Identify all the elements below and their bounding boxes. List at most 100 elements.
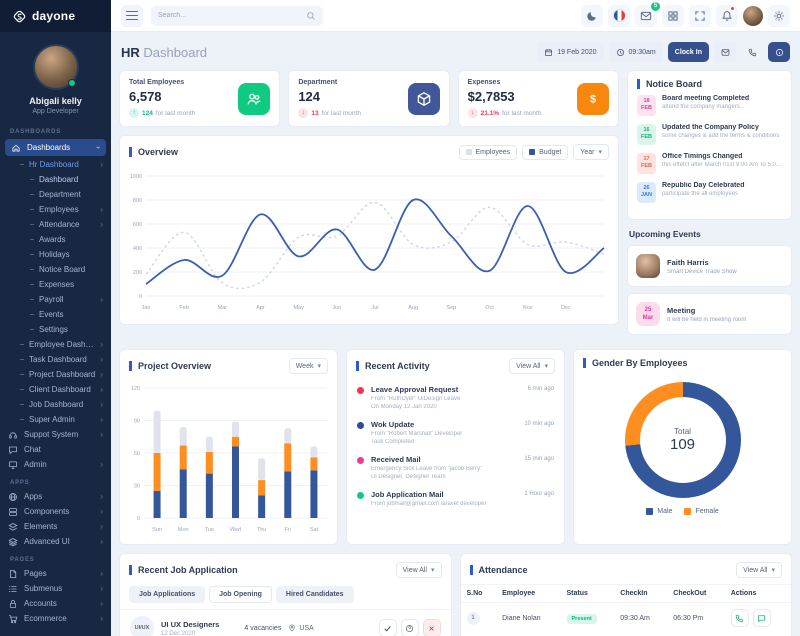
search-icon[interactable]	[306, 11, 316, 21]
gender-title: Gender By Employees	[583, 358, 688, 368]
sidebar-item-pages[interactable]: Pages ›	[0, 566, 111, 581]
brand-logo[interactable]: dayone	[0, 0, 111, 32]
activity-item[interactable]: Received Mail Emergency Sick Leave from …	[347, 450, 564, 485]
time-chip[interactable]: 09:30am	[608, 42, 663, 62]
reject-button[interactable]	[422, 619, 441, 636]
messages-button[interactable]: 5	[635, 1, 660, 27]
question-icon	[406, 624, 413, 632]
sidebar-item-events[interactable]: Events	[0, 307, 111, 322]
language-button[interactable]	[608, 4, 630, 27]
activity-item[interactable]: Wok Update From "Robert Marshall" Develo…	[347, 415, 564, 450]
chevron-right-icon: ›	[100, 370, 103, 379]
sidebar-item-chat[interactable]: Chat	[0, 442, 111, 457]
arrow-down-icon: ↓	[467, 108, 478, 118]
mail-action-button[interactable]	[714, 42, 736, 62]
activity-dot-icon	[357, 387, 364, 394]
activity-view-all-dropdown[interactable]: View All ▾	[509, 358, 555, 374]
event-card-meeting[interactable]: 25 Mar Meeting It will be held in meeting…	[627, 293, 792, 335]
call-button[interactable]	[730, 609, 749, 627]
sidebar-item-task-dashboard[interactable]: Task Dashboard ›	[0, 352, 111, 367]
event-card-faith-harris[interactable]: Faith Harris Smart Device Trade Show	[627, 245, 792, 287]
sidebar-item-dashboards[interactable]: Dashboards ›	[5, 139, 106, 156]
sidebar-item-employees[interactable]: Employees ›	[0, 202, 111, 217]
sidebar-item-client-dashboard[interactable]: Client Dashboard ›	[0, 382, 111, 397]
event-avatar	[636, 254, 660, 278]
sidebar-item-project-dashboard[interactable]: Project Dashboard ›	[0, 367, 111, 382]
svg-text:Tue: Tue	[205, 527, 214, 533]
activity-detail: From "Robert Marshall" Developer	[371, 431, 463, 437]
notice-item[interactable]: 26 JAN Republic Day Celebrated participat…	[628, 178, 791, 207]
tab-hired-candidates[interactable]: Hired Candidates	[275, 586, 354, 603]
chevron-down-icon: ▾	[544, 363, 548, 370]
activity-detail: Ui Designer, Designer Team	[371, 474, 446, 480]
settings-button[interactable]	[768, 4, 790, 27]
tab-job-opening[interactable]: Job Opening	[209, 586, 272, 603]
sidebar-item-payroll[interactable]: Payroll ›	[0, 292, 111, 307]
info-button[interactable]	[768, 42, 790, 62]
gender-legend-male[interactable]: Male	[646, 508, 672, 515]
sidebar-item-super-admin[interactable]: Super Admin ›	[0, 412, 111, 427]
dark-mode-button[interactable]	[581, 4, 603, 27]
activity-item[interactable]: Leave Approval Request From "RuthDyer" U…	[347, 380, 564, 415]
pending-button[interactable]	[400, 619, 419, 636]
message-button[interactable]	[752, 609, 771, 627]
sidebar-item-submenus[interactable]: Submenus ›	[0, 581, 111, 596]
notice-desc: this effetct after March 01st 9:00 Am To…	[662, 162, 782, 168]
arrow-up-icon: ↑	[129, 108, 139, 118]
activity-title: Wok Update	[371, 420, 415, 429]
notice-item[interactable]: 18 FEB Board meeting Completed attend the…	[628, 91, 791, 120]
sidebar-item-awards[interactable]: Awards	[0, 232, 111, 247]
user-avatar[interactable]	[32, 44, 79, 90]
phone-action-button[interactable]	[741, 42, 763, 62]
sidebar-item-expenses[interactable]: Expenses	[0, 277, 111, 292]
attendance-view-all-dropdown[interactable]: View All ▾	[736, 562, 782, 578]
sidebar-item-accounts[interactable]: Accounts ›	[0, 596, 111, 611]
sidebar-item-job-dashboard[interactable]: Job Dashboard ›	[0, 397, 111, 412]
sidebar-item-notice-board[interactable]: Notice Board	[0, 262, 111, 277]
fullscreen-button[interactable]	[689, 4, 711, 27]
tab-job-applications[interactable]: Job Applications	[129, 586, 206, 603]
sidebar-item-components[interactable]: Components ›	[0, 504, 111, 519]
sidebar-item-department[interactable]: Department	[0, 187, 111, 202]
activity-dot-icon	[357, 422, 364, 429]
sidebar-item-hr-dashboard[interactable]: Hr Dashboard ›	[0, 157, 111, 172]
search-input[interactable]	[158, 12, 306, 19]
attendance-row[interactable]: 1 Diane Nolan Present 09:30 Am 06:30 Pm	[461, 603, 792, 634]
sidebar-item-ecommerce[interactable]: Ecommerce ›	[0, 611, 111, 626]
apps-grid-button[interactable]	[662, 4, 684, 27]
sidebar-item-employee-dashboard[interactable]: Employee Dashboard›	[0, 337, 111, 352]
clock-in-button[interactable]: Clock In	[667, 42, 709, 62]
chat-icon	[9, 446, 17, 454]
job-badge: UI/UX	[130, 616, 154, 636]
chevron-right-icon: ›	[100, 492, 103, 501]
sidebar-item-elements[interactable]: Elements ›	[0, 519, 111, 534]
notifications-button[interactable]	[716, 4, 738, 27]
legend-employees[interactable]: Employees	[458, 144, 518, 160]
attendance-col-checkin: CheckIn	[614, 584, 668, 603]
overview-period-dropdown[interactable]: Year ▾	[573, 144, 609, 160]
job-row[interactable]: UI/UX UI UX Designers 12 Dec 2020 4 vaca…	[120, 609, 451, 636]
approve-button[interactable]	[378, 619, 397, 636]
sidebar-item-holidays[interactable]: Holidays	[0, 247, 111, 262]
sidebar-item-admin[interactable]: Admin ›	[0, 457, 111, 472]
activity-item[interactable]: Job Application Mail From jobmail@gmail.…	[347, 485, 564, 512]
job-view-all-dropdown[interactable]: View All ▾	[395, 562, 442, 578]
sidebar-item-dashboard[interactable]: Dashboard	[0, 172, 111, 187]
svg-text:Sat: Sat	[310, 527, 319, 533]
notice-item[interactable]: 17 FEB Office Timings Changed this effetc…	[628, 149, 791, 178]
gender-legend-female[interactable]: Female	[684, 508, 719, 515]
sidebar-item-attendance[interactable]: Attendance ›	[0, 217, 111, 232]
sidebar-item-advanced-ui[interactable]: Advanced UI ›	[0, 534, 111, 549]
menu-toggle-button[interactable]	[121, 4, 143, 27]
legend-budget[interactable]: Budget	[522, 144, 569, 160]
gear-icon	[774, 10, 784, 21]
project-period-dropdown[interactable]: Week ▾	[288, 358, 328, 374]
stat-card-department: Department 124 ↓ 13 for last month	[288, 70, 450, 127]
sidebar-item-apps[interactable]: Apps ›	[0, 489, 111, 504]
date-chip[interactable]: 19 Feb 2020	[537, 42, 604, 62]
profile-avatar[interactable]	[743, 5, 763, 26]
sidebar-item-settings[interactable]: Settings	[0, 322, 111, 337]
sidebar-item-suppot-system[interactable]: Suppot System ›	[0, 427, 111, 442]
notice-item[interactable]: 16 FEB Updated the Company Policy some ch…	[628, 120, 791, 149]
notice-title: Updated the Company Policy	[662, 124, 759, 131]
